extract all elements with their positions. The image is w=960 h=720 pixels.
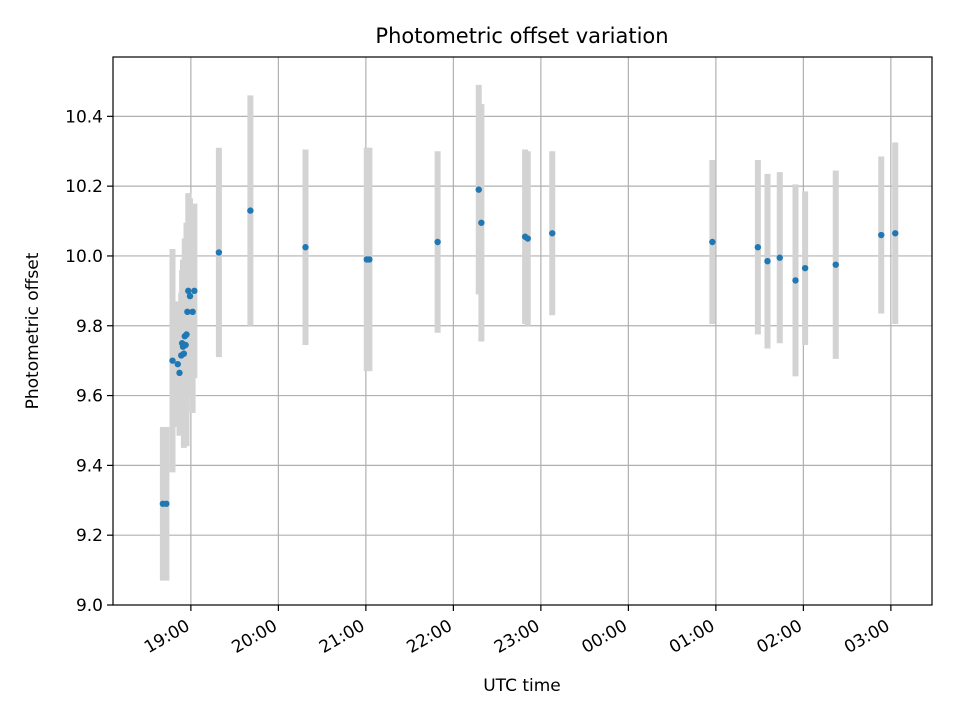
data-point <box>184 308 191 316</box>
x-tick-label: 20:00 <box>228 616 280 658</box>
data-point <box>524 235 531 242</box>
data-point <box>832 261 839 268</box>
data-point <box>366 256 373 263</box>
x-tick-label: 19:00 <box>141 616 193 658</box>
data-point <box>801 264 809 272</box>
x-tick-label: 00:00 <box>578 616 630 658</box>
y-tick-label: 10.2 <box>65 177 103 197</box>
y-tick-label: 9.2 <box>76 526 103 546</box>
data-point <box>174 360 181 368</box>
chart-title: Photometric offset variation <box>375 24 668 48</box>
data-point <box>892 230 899 237</box>
x-tick-label: 21:00 <box>316 616 368 658</box>
data-point <box>180 350 188 357</box>
data-point <box>186 292 194 300</box>
x-tick-label: 02:00 <box>753 616 805 658</box>
error-bars <box>159 84 899 581</box>
x-tick-label: 03:00 <box>841 616 893 658</box>
y-tick-label: 9.6 <box>76 387 103 407</box>
y-tick-label: 10.4 <box>65 107 103 127</box>
data-point <box>754 244 762 251</box>
data-point <box>247 207 254 214</box>
data-point <box>792 277 799 284</box>
data-point <box>434 238 441 246</box>
data-point <box>549 230 556 237</box>
y-axis-ticks: 9.0 9.2 9.4 9.6 9.8 10.0 10.2 10.4 <box>65 107 113 616</box>
y-tick-label: 9.4 <box>76 456 103 476</box>
y-tick-label: 9.8 <box>76 317 103 337</box>
x-tick-label: 23:00 <box>491 616 543 658</box>
data-point <box>764 257 771 265</box>
data-point <box>183 331 190 338</box>
x-tick-label: 22:00 <box>403 616 455 658</box>
data-points <box>159 186 899 507</box>
x-axis-title: UTC time <box>483 676 561 696</box>
x-tick-label: 01:00 <box>666 616 718 658</box>
data-point <box>302 244 309 251</box>
data-point <box>776 254 783 261</box>
data-point <box>182 341 189 349</box>
data-point <box>478 219 485 226</box>
data-point <box>191 287 198 295</box>
data-point <box>189 308 196 316</box>
data-point <box>185 287 192 295</box>
data-point <box>176 369 183 377</box>
plot-frame <box>112 56 933 606</box>
y-tick-label: 9.0 <box>76 596 103 616</box>
data-point <box>475 186 482 193</box>
data-point <box>878 231 885 239</box>
y-tick-label: 10.0 <box>65 247 103 267</box>
data-point <box>169 357 176 364</box>
data-point <box>709 238 716 246</box>
data-point <box>215 249 223 256</box>
grid <box>113 57 932 605</box>
y-axis-title: Photometric offset <box>23 252 43 409</box>
data-point <box>163 500 170 507</box>
x-axis-ticks: 19:00 20:00 21:00 22:00 23:00 00:00 01:00 02:00… <box>141 605 893 658</box>
